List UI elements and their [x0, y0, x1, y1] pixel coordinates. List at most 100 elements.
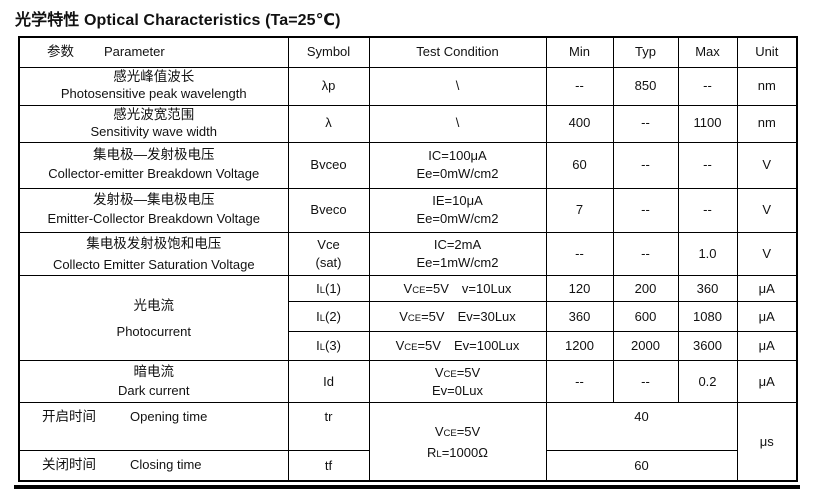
symbol-line-2: (sat) [315, 254, 342, 270]
il2-max-cell: 1080 [677, 301, 738, 333]
parameter-en: Photosensitive peak wavelength [60, 86, 247, 102]
row-il3: IL(3) VCE=5V Ev=100Lux 1200 2000 3600 μA [19, 331, 798, 362]
vce-value: =5V [456, 423, 481, 439]
symbol-main: I [316, 308, 320, 324]
time-unit-cell: μs [736, 402, 798, 482]
dark-current-min-cell: -- [545, 360, 614, 404]
vce-subscript: CE [443, 427, 457, 439]
bvceo-typ-cell: -- [612, 141, 679, 189]
wave-width-typ-cell: -- [612, 104, 679, 143]
row-dark-current: 暗电流 Dark current Id VCE=5V Ev=0Lux -- --… [18, 360, 798, 404]
row-peak-wavelength: 感光峰值波长 Photosensitive peak wavelength λp… [18, 66, 798, 106]
bvceo-unit-cell: V [736, 141, 798, 189]
wave-width-unit-cell: nm [736, 104, 798, 143]
row-bvceo: 集电极—发射极电压 Collector-emitter Breakdown Vo… [18, 141, 798, 189]
rl-subscript: L [436, 448, 442, 460]
condition-line-2: Ee=1mW/cm2 [416, 254, 499, 270]
opening-time-value-cell: 40 [545, 402, 738, 452]
closing-time-parameter-cell: 关闭时间 Closing time [18, 450, 289, 482]
wave-width-condition-cell: \ [368, 104, 547, 143]
symbol-main: I [316, 338, 320, 354]
closing-time-value-cell: 60 [545, 450, 738, 482]
il1-min-cell: 120 [545, 275, 614, 303]
vce-value: =5V [417, 338, 441, 354]
il3-min-cell: 1200 [545, 331, 614, 362]
il3-condition-cell: VCE=5V Ev=100Lux [368, 331, 547, 362]
header-test-condition-cell: Test Condition [368, 36, 547, 68]
wave-width-min-cell: 400 [545, 104, 614, 143]
condition-line-2: RL=1000Ω [370, 442, 545, 463]
il1-max-cell: 360 [677, 275, 738, 303]
wave-width-symbol-cell: λ [287, 104, 370, 143]
row-il2: IL(2) VCE=5V Ev=30Lux 360 600 1080 μA [19, 301, 798, 333]
symbol-subscript: L [319, 284, 326, 296]
parameter-zh: 感光波宽范围 [113, 106, 195, 122]
condition-line-2: Ev=0Lux [432, 382, 483, 398]
vce-main: V [434, 423, 444, 439]
bvceo-min-cell: 60 [545, 141, 614, 189]
closing-time-symbol-cell: tf [287, 450, 370, 482]
condition-line-2: Ee=0mW/cm2 [416, 166, 499, 181]
dark-current-parameter-cell: 暗电流 Dark current [18, 360, 289, 404]
vce-subscript: CE [412, 284, 426, 296]
header-max-cell: Max [677, 36, 738, 68]
bveco-min-cell: 7 [545, 187, 614, 233]
header-min-cell: Min [545, 36, 614, 68]
parameter-en: Opening time [130, 409, 208, 425]
vce-subscript: CE [443, 368, 457, 380]
peak-wavelength-symbol-cell: λp [287, 66, 370, 106]
photocurrent-parameter-cell: 光电流 Photocurrent [18, 275, 289, 362]
header-typ-cell: Typ [612, 36, 679, 68]
parameter-zh: 集电极—发射极电压 [93, 147, 215, 163]
lux-condition: Ev=100Lux [453, 338, 520, 354]
parameter-en: Sensitivity wave width [90, 123, 217, 139]
symbol-index: (3) [325, 338, 341, 354]
vce-sat-symbol-cell: Vce (sat) [287, 231, 370, 277]
il1-condition-cell: VCE=5V v=10Lux [368, 275, 547, 303]
parameter-zh: 关闭时间 [42, 457, 96, 473]
bvceo-parameter-cell: 集电极—发射极电压 Collector-emitter Breakdown Vo… [18, 141, 289, 189]
condition-line-2: Ee=0mW/cm2 [416, 211, 499, 226]
vce-value: =5V [456, 364, 481, 380]
dark-current-condition-cell: VCE=5V Ev=0Lux [368, 360, 547, 404]
parameter-en: Collector-emitter Breakdown Voltage [48, 166, 260, 182]
vce-subscript: CE [407, 312, 422, 324]
vce-sat-typ-cell: -- [612, 231, 679, 277]
il3-symbol-cell: IL(3) [287, 331, 370, 362]
parameter-zh: 开启时间 [42, 409, 96, 425]
vce-value: =5V [421, 308, 445, 324]
vce-main: V [395, 338, 405, 354]
row-closing-time: 关闭时间 Closing time tf 60 [18, 450, 797, 482]
parameter-en: Emitter-Collector Breakdown Voltage [47, 211, 260, 227]
vce-main: V [399, 308, 408, 324]
parameter-zh: 集电极发射极饱和电压 [86, 235, 222, 251]
vce-sat-unit-cell: V [736, 231, 798, 277]
peak-wavelength-condition-cell: \ [368, 66, 547, 106]
opening-time-parameter-cell: 开启时间 Opening time [18, 402, 289, 452]
dark-current-typ-cell: -- [612, 360, 679, 404]
bvceo-max-cell: -- [677, 141, 738, 189]
condition-line-1: IE=10μA [432, 192, 483, 208]
symbol-subscript: L [319, 342, 326, 354]
section-divider-double-line [14, 484, 800, 489]
parameter-en: Dark current [117, 383, 190, 399]
row-bveco: 发射极—集电极电压 Emitter-Collector Breakdown Vo… [18, 187, 798, 233]
bveco-symbol-cell: Bveco [287, 187, 370, 233]
dark-current-max-cell: 0.2 [677, 360, 738, 404]
il3-max-cell: 3600 [677, 331, 738, 362]
il2-min-cell: 360 [545, 301, 614, 333]
symbol-line-1: Vce [317, 236, 340, 252]
bvceo-condition-cell: IC=100μA Ee=0mW/cm2 [368, 141, 547, 189]
condition-line-1: VCE=5V [370, 364, 545, 382]
parameter-zh: 发射极—集电极电压 [93, 192, 215, 208]
bvceo-symbol-cell: Bvceo [287, 141, 370, 189]
dark-current-unit-cell: μA [736, 360, 798, 404]
wave-width-max-cell: 1100 [677, 104, 738, 143]
condition-line-1: IC=2mA [433, 236, 482, 252]
bveco-unit-cell: V [736, 187, 798, 233]
bveco-max-cell: -- [677, 187, 738, 233]
vce-sat-min-cell: -- [545, 231, 614, 277]
il1-unit-cell: μA [736, 275, 798, 303]
lux-condition: v=10Lux [461, 280, 512, 296]
